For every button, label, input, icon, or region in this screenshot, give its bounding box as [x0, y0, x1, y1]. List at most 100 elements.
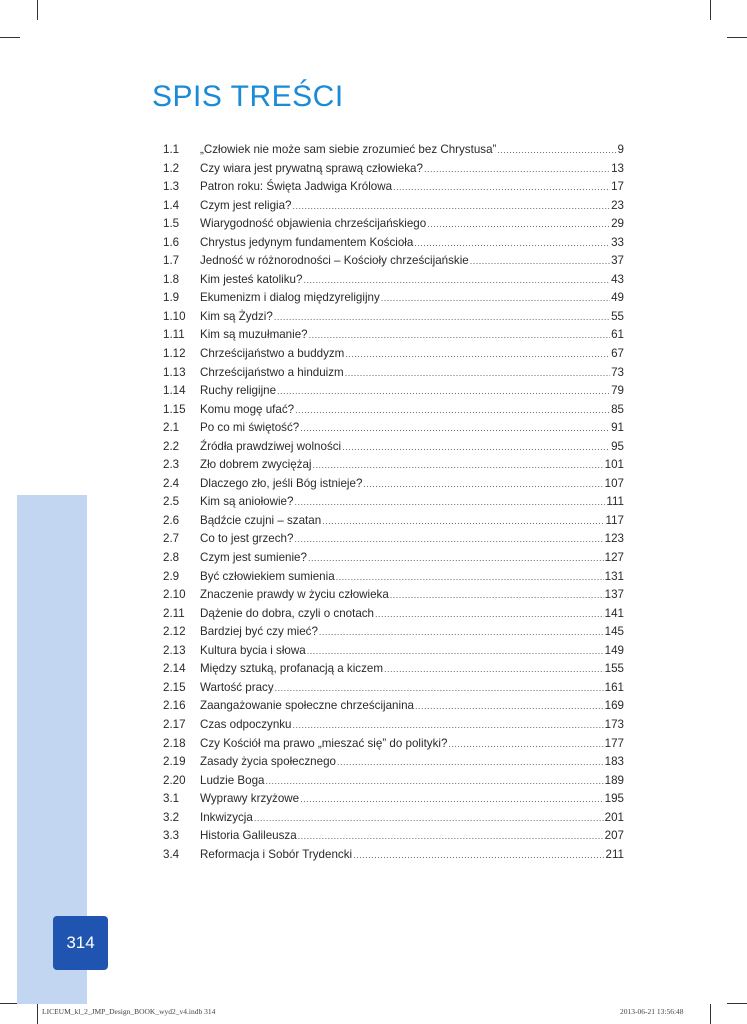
dot-leader — [342, 440, 610, 453]
entry-number: 1.2 — [163, 161, 180, 175]
entry-title: Kim są aniołowie? — [200, 495, 294, 509]
toc-entry: 1.9 Ekumenizm i dialog międzyreligijny 49 — [163, 291, 624, 310]
entry-number: 3.4 — [163, 847, 180, 861]
entry-number: 2.3 — [163, 458, 180, 472]
entry-title: Ruchy religijne — [200, 384, 277, 398]
entry-title: Wyprawy krzyżowe — [200, 792, 300, 806]
entry-number: 2.18 — [163, 736, 186, 750]
crop-mark — [710, 1004, 711, 1024]
entry-page: 169 — [604, 699, 624, 713]
entry-title: „Człowiek nie może sam siebie zrozumieć … — [200, 143, 497, 156]
page-title: SPIS TREŚCI — [152, 80, 344, 113]
entry-number: 2.4 — [163, 476, 180, 490]
entry-page: 43 — [611, 272, 624, 286]
toc-entry: 3.4 Reformacja i Sobór Trydencki 211 — [163, 848, 624, 867]
entry-number: 2.8 — [163, 551, 180, 565]
entry-number: 2.10 — [163, 588, 186, 602]
entry-number: 1.8 — [163, 272, 180, 286]
entry-title: Jedność w różnorodności – Kościoły chrze… — [200, 254, 469, 268]
crop-mark — [0, 1003, 20, 1004]
entry-page: 117 — [605, 513, 624, 527]
entry-title: Chrześcijaństwo a hinduizm — [200, 365, 344, 379]
entry-page: 201 — [604, 810, 624, 824]
dot-leader — [345, 366, 610, 379]
entry-page: 17 — [611, 180, 624, 194]
entry-page: 61 — [611, 328, 624, 342]
toc-entry: 3.3 Historia Galileusza 207 — [163, 829, 624, 848]
entry-number: 2.6 — [163, 513, 180, 527]
entry-number: 2.1 — [163, 421, 180, 435]
dot-leader — [303, 273, 610, 286]
entry-page: 29 — [611, 217, 624, 231]
toc-entry: 1.1 „Człowiek nie może sam siebie zrozumi… — [163, 143, 624, 162]
entry-number: 2.9 — [163, 569, 180, 583]
dot-leader — [309, 328, 610, 341]
entry-page: 211 — [605, 847, 624, 861]
crop-mark — [727, 37, 747, 38]
entry-title: Komu mogę ufać? — [200, 402, 295, 416]
toc-entry: 3.1 Wyprawy krzyżowe 195 — [163, 792, 624, 811]
entry-number: 1.14 — [163, 384, 186, 398]
toc-entry: 2.18 Czy Kościół ma prawo „mieszać się” d… — [163, 737, 624, 756]
entry-title: Chrześcijaństwo a buddyzm — [200, 347, 345, 361]
dot-leader — [497, 143, 616, 156]
toc-entry: 2.13 Kultura bycia i słowa 149 — [163, 644, 624, 663]
entry-title: Czas odpoczynku — [200, 717, 292, 731]
entry-number: 3.3 — [163, 829, 180, 843]
page-number: 314 — [66, 933, 95, 952]
entry-number: 3.2 — [163, 810, 180, 824]
entry-title: Kim są Żydzi? — [200, 309, 273, 323]
entry-page: 9 — [617, 143, 624, 156]
toc-entry: 2.16 Zaangażowanie społeczne chrześcijani… — [163, 699, 624, 718]
toc-entry: 1.6 Chrystus jedynym fundamentem Kościoła… — [163, 236, 624, 255]
toc-entry: 1.12 Chrześcijaństwo a buddyzm 67 — [163, 347, 624, 366]
dot-leader — [424, 162, 610, 175]
entry-number: 1.13 — [163, 365, 186, 379]
dot-leader — [353, 848, 604, 861]
entry-page: 207 — [604, 829, 624, 843]
entry-number: 1.12 — [163, 347, 186, 361]
entry-page: 127 — [604, 551, 624, 565]
dot-leader — [312, 458, 603, 471]
toc-entry: 2.17 Czas odpoczynku 173 — [163, 718, 624, 737]
dot-leader — [322, 514, 604, 527]
entry-page: 13 — [611, 161, 624, 175]
dot-leader — [294, 532, 603, 545]
entry-number: 1.5 — [163, 217, 180, 231]
entry-page: 137 — [604, 588, 624, 602]
toc-entry: 2.4 Dlaczego zło, jeśli Bóg istnieje? 107 — [163, 477, 624, 496]
entry-title: Wartość pracy — [200, 680, 274, 694]
crop-mark — [727, 1003, 747, 1004]
entry-title: Kim są muzułmanie? — [200, 328, 308, 342]
entry-page: 91 — [611, 421, 624, 435]
entry-title: Ekumenizm i dialog międzyreligijny — [200, 291, 380, 305]
entry-title: Historia Galileusza — [200, 829, 297, 843]
entry-number: 1.15 — [163, 402, 186, 416]
entry-title: Czy Kościół ma prawo „mieszać się” do po… — [200, 736, 448, 750]
dot-leader — [414, 236, 610, 249]
toc-entry: 2.11 Dążenie do dobra, czyli o cnotach 141 — [163, 607, 624, 626]
dot-leader — [427, 217, 610, 230]
dot-leader — [275, 681, 604, 694]
toc-entry: 2.6 Bądźcie czujni – szatan 117 — [163, 514, 624, 533]
dot-leader — [274, 310, 610, 323]
entry-title: Ludzie Boga — [200, 773, 265, 787]
dot-leader — [384, 662, 604, 675]
footer-file: LICEUM_kl_2_JMP_Design_BOOK_wyd2_v4.indb… — [42, 1007, 216, 1016]
toc-entry: 1.7 Jedność w różnorodności – Kościoły ch… — [163, 254, 624, 273]
toc-entry: 2.20 Ludzie Boga 189 — [163, 774, 624, 793]
entry-title: Być człowiekiem sumienia — [200, 569, 335, 583]
toc-entry: 1.13 Chrześcijaństwo a hinduizm 73 — [163, 366, 624, 385]
entry-title: Bardziej być czy mieć? — [200, 625, 318, 639]
entry-number: 1.10 — [163, 309, 186, 323]
entry-page: 79 — [611, 384, 624, 398]
entry-page: 131 — [604, 569, 624, 583]
dot-leader — [415, 699, 604, 712]
entry-title: Inkwizycja — [200, 810, 253, 824]
toc-entry: 2.7 Co to jest grzech? 123 — [163, 532, 624, 551]
entry-number: 1.9 — [163, 291, 180, 305]
table-of-contents: 1.1 „Człowiek nie może sam siebie zrozumi… — [163, 143, 624, 866]
entry-page: 149 — [604, 643, 624, 657]
toc-entry: 2.15 Wartość pracy 161 — [163, 681, 624, 700]
entry-number: 2.12 — [163, 625, 186, 639]
